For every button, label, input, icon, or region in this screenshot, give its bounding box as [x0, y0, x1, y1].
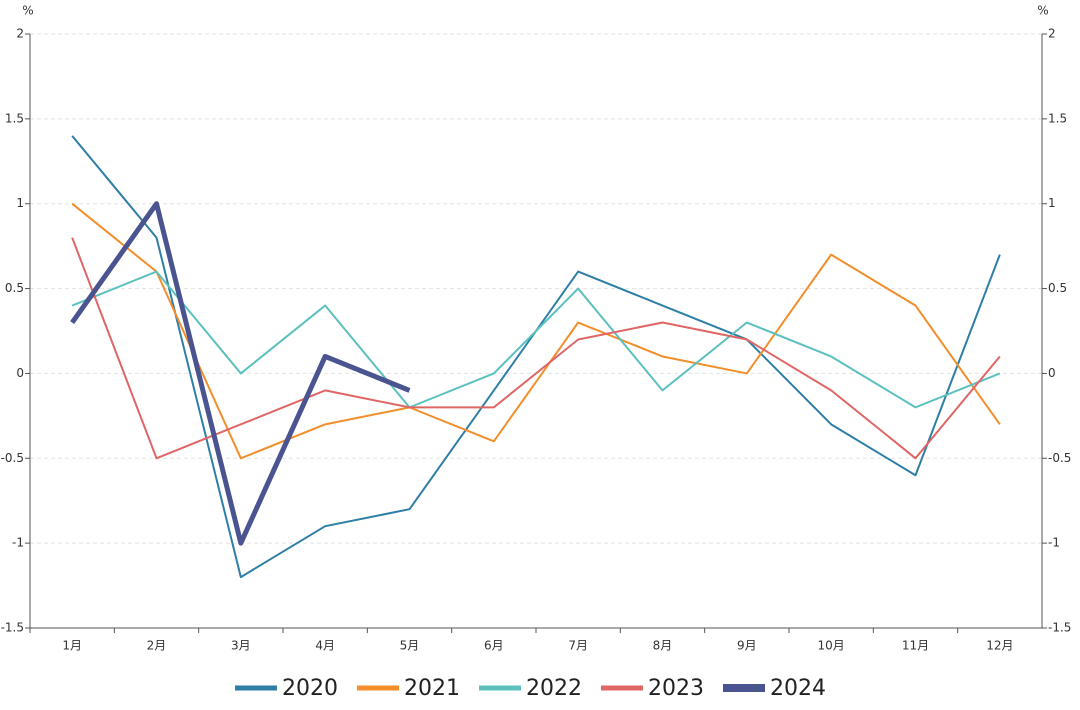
x-tick-label: 12月 [986, 639, 1013, 653]
y2-axis-label: % [1037, 4, 1048, 18]
x-tick-label: 2月 [147, 639, 167, 653]
y2-tick-label: 1.5 [1048, 111, 1067, 125]
y2-tick-label: 0.5 [1048, 281, 1067, 295]
legend-swatch [357, 685, 399, 691]
x-tick-label: 5月 [400, 639, 420, 653]
legend-swatch [479, 685, 521, 691]
x-tick-label: 4月 [315, 639, 335, 653]
legend-label: 2021 [404, 676, 460, 701]
y-axis-label: % [22, 4, 33, 18]
y-tick-label: 0 [16, 366, 24, 380]
legend-label: 2020 [282, 676, 338, 701]
y2-tick-label: -1 [1048, 536, 1060, 550]
line-series [71, 237, 1001, 460]
y2-tick-label: 1 [1048, 196, 1056, 210]
legend-swatch [723, 684, 765, 692]
x-tick-label: 10月 [818, 639, 845, 653]
y2-tick-label: 2 [1048, 27, 1056, 41]
y-tick-label: -1 [12, 536, 24, 550]
y-tick-label: 0.5 [5, 281, 24, 295]
legend-label: 2024 [770, 676, 826, 701]
y-tick-label: 2 [16, 27, 24, 41]
legend-label: 2023 [648, 676, 704, 701]
x-tick-label: 6月 [484, 639, 504, 653]
line-series [70, 201, 411, 546]
x-tick-label: 9月 [737, 639, 757, 653]
line-series [71, 270, 1001, 409]
line-series [71, 202, 1001, 460]
y2-tick-label: -0.5 [1048, 451, 1071, 465]
x-tick-label: 7月 [568, 639, 588, 653]
y-tick-label: -1.5 [1, 621, 24, 635]
x-tick-label: 1月 [62, 639, 82, 653]
y-tick-label: 1 [16, 196, 24, 210]
x-tick-label: 8月 [653, 639, 673, 653]
x-tick-label: 11月 [902, 639, 929, 653]
x-tick-label: 3月 [231, 639, 251, 653]
legend-label: 2022 [526, 676, 582, 701]
y2-tick-label: -1.5 [1048, 621, 1071, 635]
y-tick-label: 1.5 [5, 111, 24, 125]
line-series [71, 135, 1001, 579]
legend-swatch [235, 685, 277, 691]
y2-tick-label: 0 [1048, 366, 1056, 380]
y-tick-label: -0.5 [1, 451, 24, 465]
legend-swatch [601, 685, 643, 691]
